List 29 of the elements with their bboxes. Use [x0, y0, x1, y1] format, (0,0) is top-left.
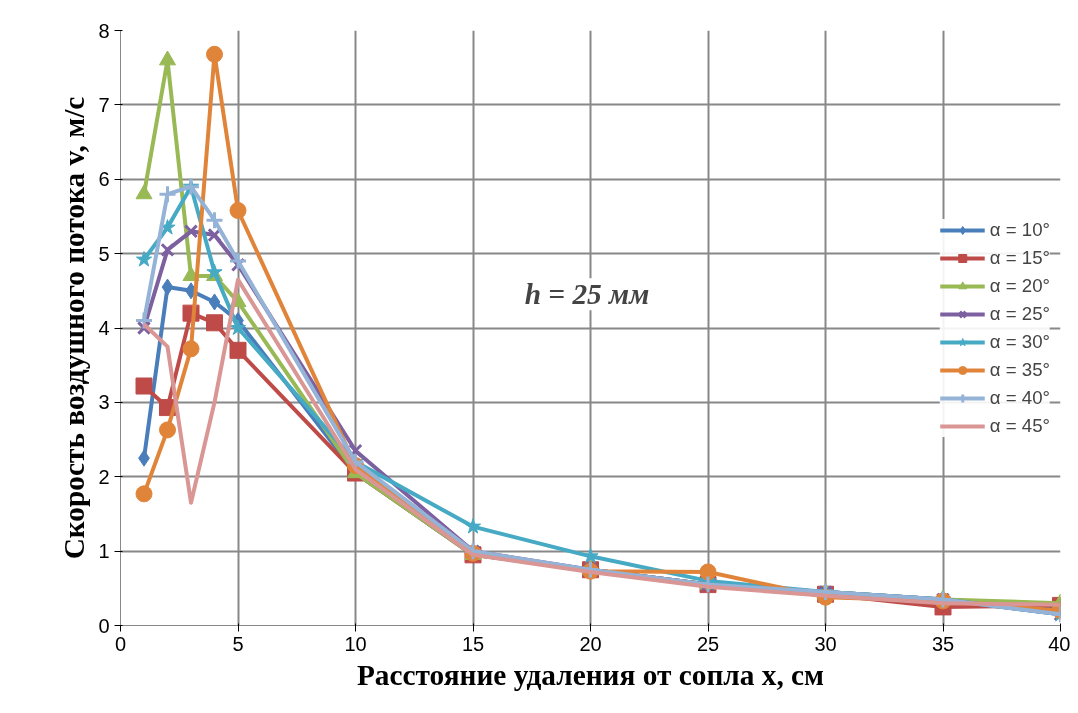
y-tick-label: 1 [98, 540, 110, 563]
x-tick-label: 0 [114, 632, 127, 655]
legend-label: α = 30° [989, 330, 1050, 353]
annotation: h = 25 мм [524, 278, 650, 311]
y-axis-title: Скорость воздушного потока v, м/с [58, 96, 91, 560]
y-tick-label: 5 [98, 242, 110, 265]
y-tick-label: 8 [98, 19, 110, 42]
legend-label: α = 20° [989, 274, 1050, 297]
x-tick-label: 20 [579, 632, 602, 655]
y-tick-label: 2 [98, 465, 110, 488]
legend-label: α = 10° [989, 218, 1050, 241]
y-tick-label: 3 [98, 391, 110, 414]
x-axis-title: Расстояние удаления от сопла x, см [356, 658, 825, 691]
y-tick-label: 7 [98, 93, 110, 116]
legend-label: α = 40° [989, 386, 1050, 409]
x-tick-label: 15 [461, 632, 485, 655]
legend-label: α = 15° [989, 246, 1050, 269]
legend-label: α = 45° [989, 414, 1050, 437]
legend-label: α = 25° [989, 302, 1050, 325]
x-tick-label: 35 [931, 632, 955, 655]
legend-label: α = 35° [989, 358, 1050, 381]
x-tick-label: 10 [344, 632, 367, 655]
y-tick-label: 4 [98, 317, 110, 339]
y-tick-label: 6 [98, 168, 110, 191]
x-tick-label: 40 [1048, 632, 1071, 655]
x-tick-label: 25 [696, 632, 720, 655]
x-tick-label: 30 [814, 632, 837, 655]
x-tick-label: 5 [232, 632, 244, 655]
y-tick-label: 0 [98, 614, 110, 637]
